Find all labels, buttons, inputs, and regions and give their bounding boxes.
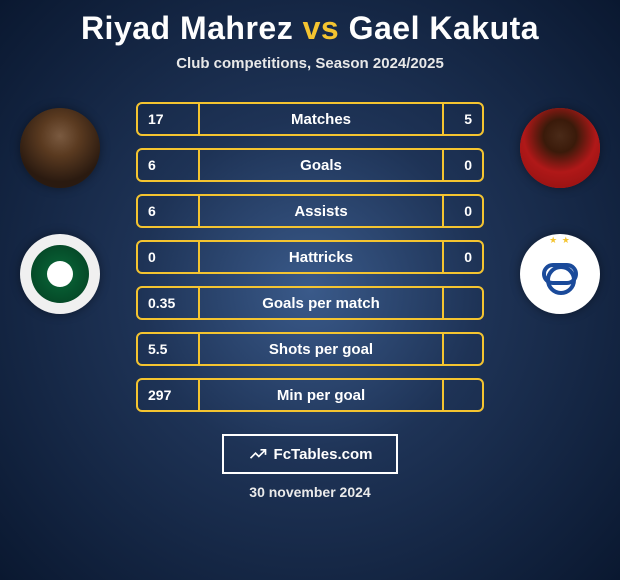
stat-row: 5.5 Shots per goal: [136, 332, 484, 366]
stat-right-value: [442, 288, 482, 318]
stat-left-value: 17: [138, 104, 200, 134]
stat-right-value: [442, 334, 482, 364]
player2-club-logo: ★ ★: [520, 234, 600, 314]
stat-label: Goals per match: [200, 288, 442, 318]
stat-right-value: 0: [442, 242, 482, 272]
subtitle: Club competitions, Season 2024/2025: [0, 55, 620, 72]
stat-right-value: 0: [442, 150, 482, 180]
stat-row: 0 Hattricks 0: [136, 240, 484, 274]
stat-row: 6 Goals 0: [136, 148, 484, 182]
stat-left-value: 297: [138, 380, 200, 410]
stat-label: Shots per goal: [200, 334, 442, 364]
stat-right-value: 5: [442, 104, 482, 134]
stat-label: Goals: [200, 150, 442, 180]
player2-name: Gael Kakuta: [349, 10, 539, 46]
footer-date: 30 november 2024: [0, 484, 620, 500]
stat-left-value: 6: [138, 196, 200, 226]
stats-area: ★ ★ 17 Matches 5 6 Goals 0 6 Assists 0 0…: [0, 100, 620, 420]
stat-row: 0.35 Goals per match: [136, 286, 484, 320]
stat-left-value: 5.5: [138, 334, 200, 364]
player1-name: Riyad Mahrez: [81, 10, 293, 46]
stat-row: 297 Min per goal: [136, 378, 484, 412]
stat-left-value: 0.35: [138, 288, 200, 318]
stat-left-value: 6: [138, 150, 200, 180]
fctables-logo: FcTables.com: [222, 434, 398, 474]
stats-rows: 17 Matches 5 6 Goals 0 6 Assists 0 0 Hat…: [136, 100, 484, 412]
stat-label: Assists: [200, 196, 442, 226]
logo-text: FcTables.com: [274, 446, 373, 463]
player1-club-logo: [20, 234, 100, 314]
stat-right-value: [442, 380, 482, 410]
stat-label: Min per goal: [200, 380, 442, 410]
player2-avatar: [520, 108, 600, 188]
vs-text: vs: [303, 10, 340, 46]
chart-icon: [248, 444, 268, 464]
stat-left-value: 0: [138, 242, 200, 272]
stat-row: 17 Matches 5: [136, 102, 484, 136]
player1-avatar: [20, 108, 100, 188]
page-title: Riyad Mahrez vs Gael Kakuta: [0, 0, 620, 47]
stat-right-value: 0: [442, 196, 482, 226]
stat-label: Matches: [200, 104, 442, 134]
stat-label: Hattricks: [200, 242, 442, 272]
stat-row: 6 Assists 0: [136, 194, 484, 228]
